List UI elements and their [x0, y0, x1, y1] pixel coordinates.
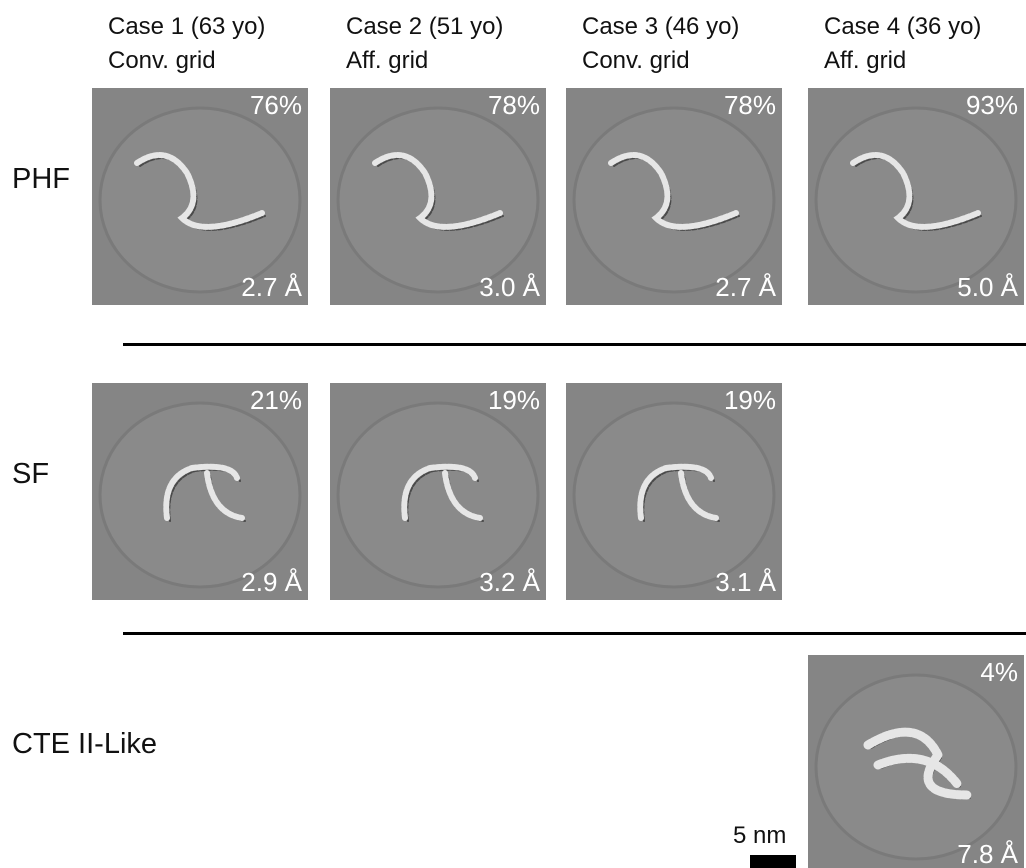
column-grid: Aff. grid [824, 44, 906, 78]
column-case: Case 1 (63 yo) [108, 10, 265, 44]
percentage-label: 78% [488, 90, 540, 121]
density-panel: 19% 3.2 Å [330, 383, 546, 600]
density-panel: 4% 7.8 Å [808, 655, 1024, 868]
percentage-label: 78% [724, 90, 776, 121]
resolution-label: 3.1 Å [715, 567, 776, 598]
column-grid: Conv. grid [108, 44, 216, 78]
percentage-label: 19% [488, 385, 540, 416]
resolution-label: 7.8 Å [957, 839, 1018, 868]
column-case: Case 2 (51 yo) [346, 10, 503, 44]
column-grid: Aff. grid [346, 44, 428, 78]
percentage-label: 4% [980, 657, 1018, 688]
resolution-label: 5.0 Å [957, 272, 1018, 303]
scale-bar-label: 5 nm [733, 822, 786, 850]
percentage-label: 93% [966, 90, 1018, 121]
row-label: SF [12, 458, 49, 491]
separator [123, 632, 1026, 635]
density-panel: 93% 5.0 Å [808, 88, 1024, 305]
resolution-label: 2.7 Å [715, 272, 776, 303]
percentage-label: 21% [250, 385, 302, 416]
column-grid: Conv. grid [582, 44, 690, 78]
scale-bar [750, 855, 796, 868]
density-panel: 78% 2.7 Å [566, 88, 782, 305]
resolution-label: 2.9 Å [241, 567, 302, 598]
resolution-label: 2.7 Å [241, 272, 302, 303]
density-panel: 21% 2.9 Å [92, 383, 308, 600]
row-label: PHF [12, 163, 70, 196]
column-case: Case 4 (36 yo) [824, 10, 981, 44]
separator [123, 343, 1026, 346]
percentage-label: 19% [724, 385, 776, 416]
resolution-label: 3.2 Å [479, 567, 540, 598]
column-case: Case 3 (46 yo) [582, 10, 739, 44]
figure: 5 nm Case 1 (63 yo)Conv. gridCase 2 (51 … [0, 0, 1026, 868]
percentage-label: 76% [250, 90, 302, 121]
density-panel: 76% 2.7 Å [92, 88, 308, 305]
row-label: CTE II-Like [12, 728, 157, 761]
density-panel: 19% 3.1 Å [566, 383, 782, 600]
resolution-label: 3.0 Å [479, 272, 540, 303]
density-panel: 78% 3.0 Å [330, 88, 546, 305]
